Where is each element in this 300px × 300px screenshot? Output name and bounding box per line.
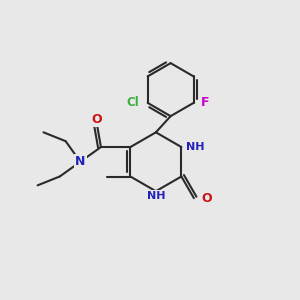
- Text: N: N: [75, 155, 86, 168]
- Text: NH: NH: [186, 142, 204, 152]
- Text: O: O: [201, 192, 212, 205]
- Text: Cl: Cl: [126, 96, 139, 110]
- Text: NH: NH: [147, 190, 165, 201]
- Text: O: O: [91, 112, 102, 126]
- Text: F: F: [201, 96, 209, 110]
